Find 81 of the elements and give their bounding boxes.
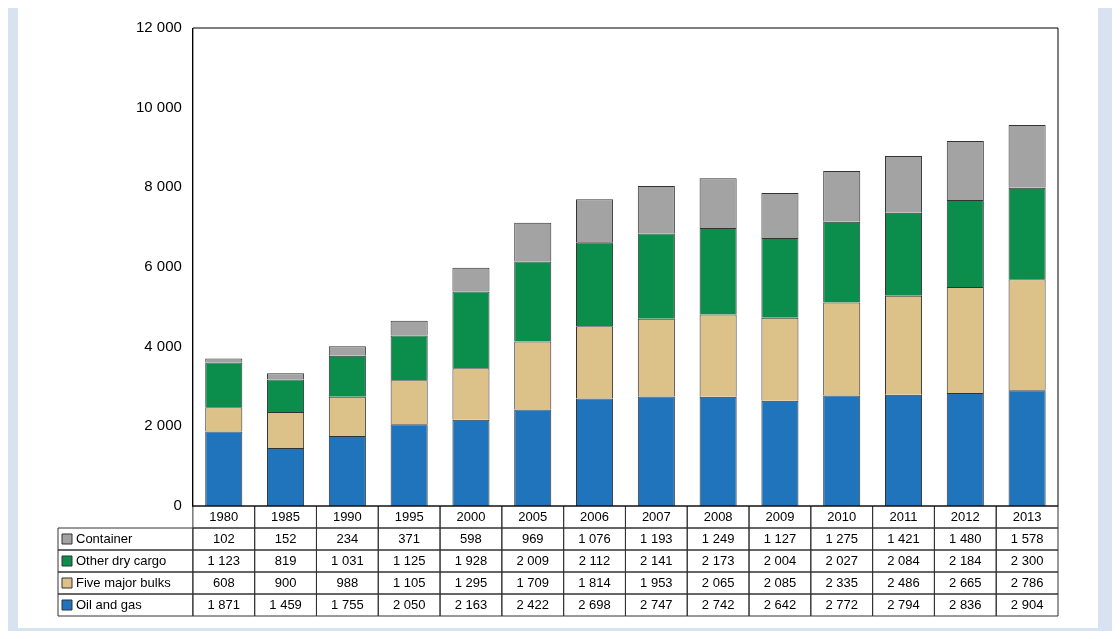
y-tick-label: 12 000 <box>135 18 182 36</box>
data-label: 1 031 <box>331 552 364 568</box>
data-label: 2 786 <box>1010 574 1044 590</box>
x-tick-label: 1990 <box>332 508 362 524</box>
data-label: 2 300 <box>1010 552 1044 568</box>
data-label: 2 163 <box>454 596 488 612</box>
data-label: 2 173 <box>701 552 735 568</box>
y-tick-label: 8 000 <box>144 177 182 195</box>
data-label: 900 <box>274 574 297 590</box>
data-label: 2 742 <box>701 596 735 612</box>
data-label: 1 193 <box>640 530 673 546</box>
x-tick-label: 2006 <box>580 508 609 524</box>
data-label: 598 <box>460 530 482 546</box>
data-label: 2 698 <box>578 596 611 612</box>
x-tick-label: 1980 <box>209 508 239 524</box>
data-label: 2 747 <box>640 596 673 612</box>
data-label: 2 065 <box>701 574 735 590</box>
data-label: 2 836 <box>949 596 982 612</box>
y-tick-label: 6 000 <box>144 257 182 275</box>
y-tick-label: 10 000 <box>135 97 182 115</box>
data-label: 371 <box>398 530 421 546</box>
data-label: 1 578 <box>1010 530 1044 546</box>
data-label: 988 <box>336 574 359 590</box>
y-tick-label: 4 000 <box>144 336 182 354</box>
data-label: 2 772 <box>825 596 858 612</box>
data-label: 2 422 <box>516 596 550 612</box>
data-label: 608 <box>212 574 235 590</box>
data-label: 1 709 <box>516 574 550 590</box>
data-label: 2 665 <box>949 574 982 590</box>
data-label: 2 027 <box>825 552 858 568</box>
data-label: 1 125 <box>392 552 426 568</box>
data-label: 2 904 <box>1010 596 1044 612</box>
data-label: 2 050 <box>392 596 426 612</box>
data-label: 152 <box>274 530 297 546</box>
x-tick-label: 2013 <box>1012 508 1042 524</box>
data-label: 1 459 <box>269 596 302 612</box>
y-tick-label: 2 000 <box>144 416 182 434</box>
data-label: 1 480 <box>949 530 982 546</box>
data-label: 2 794 <box>887 596 920 612</box>
data-label: 1 105 <box>392 574 426 590</box>
legend-label: Five major bulks <box>76 574 172 590</box>
data-label: 1 755 <box>331 596 364 612</box>
x-tick-label: 1985 <box>271 508 301 524</box>
data-label: 969 <box>521 530 544 546</box>
legend-label: Other dry cargo <box>76 552 167 568</box>
data-label: 2 642 <box>763 596 797 612</box>
data-label: 1 814 <box>578 574 611 590</box>
data-label: 2 112 <box>578 552 611 568</box>
data-label: 2 009 <box>516 552 550 568</box>
data-label: 1 295 <box>454 574 488 590</box>
x-tick-label: 2009 <box>765 508 795 524</box>
data-label: 1 421 <box>887 530 920 546</box>
data-label: 1 249 <box>701 530 735 546</box>
x-tick-label: 2005 <box>518 508 548 524</box>
data-label: 1 076 <box>578 530 611 546</box>
data-label: 819 <box>274 552 297 568</box>
x-tick-label: 2012 <box>950 508 980 524</box>
x-tick-label: 2010 <box>827 508 857 524</box>
y-tick-label: 0 <box>173 496 182 514</box>
data-label: 2 335 <box>825 574 858 590</box>
x-tick-label: 2007 <box>641 508 671 524</box>
data-label: 2 004 <box>763 552 797 568</box>
data-label: 102 <box>212 530 235 546</box>
data-label: 2 085 <box>763 574 797 590</box>
data-label: 234 <box>336 530 359 546</box>
x-tick-label: 2000 <box>456 508 486 524</box>
data-label: 1 123 <box>207 552 241 568</box>
data-label: 2 084 <box>887 552 920 568</box>
data-label: 2 141 <box>640 552 673 568</box>
x-tick-label: 1995 <box>394 508 424 524</box>
data-label: 1 275 <box>825 530 858 546</box>
legend-label: Oil and gas <box>76 596 143 612</box>
x-tick-label: 2011 <box>889 508 918 524</box>
data-label: 1 127 <box>763 530 797 546</box>
data-label: 2 486 <box>887 574 920 590</box>
data-label: 1 871 <box>207 596 241 612</box>
legend-label: Container <box>76 530 134 546</box>
data-label: 1 953 <box>640 574 673 590</box>
data-label: 2 184 <box>949 552 982 568</box>
x-tick-label: 2008 <box>703 508 733 524</box>
data-label: 1 928 <box>454 552 488 568</box>
